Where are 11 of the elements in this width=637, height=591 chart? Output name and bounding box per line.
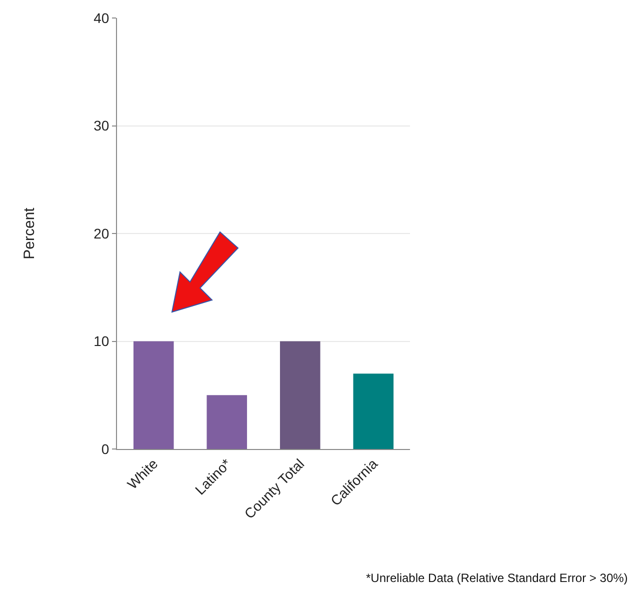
y-tick-label: 20 [94,225,110,242]
y-tick-label: 30 [94,118,110,134]
y-tick-label: 10 [94,333,110,350]
bar [280,341,320,449]
bar [206,395,248,449]
text: *Unreliable Data (Relative Standard Error > 30%) [366,571,628,585]
y-axis-title: Percent [20,206,38,260]
y-tick-label: 0 [101,440,110,457]
y-tick-label: 40 [94,10,110,26]
bar [133,341,174,449]
bar [353,374,394,449]
